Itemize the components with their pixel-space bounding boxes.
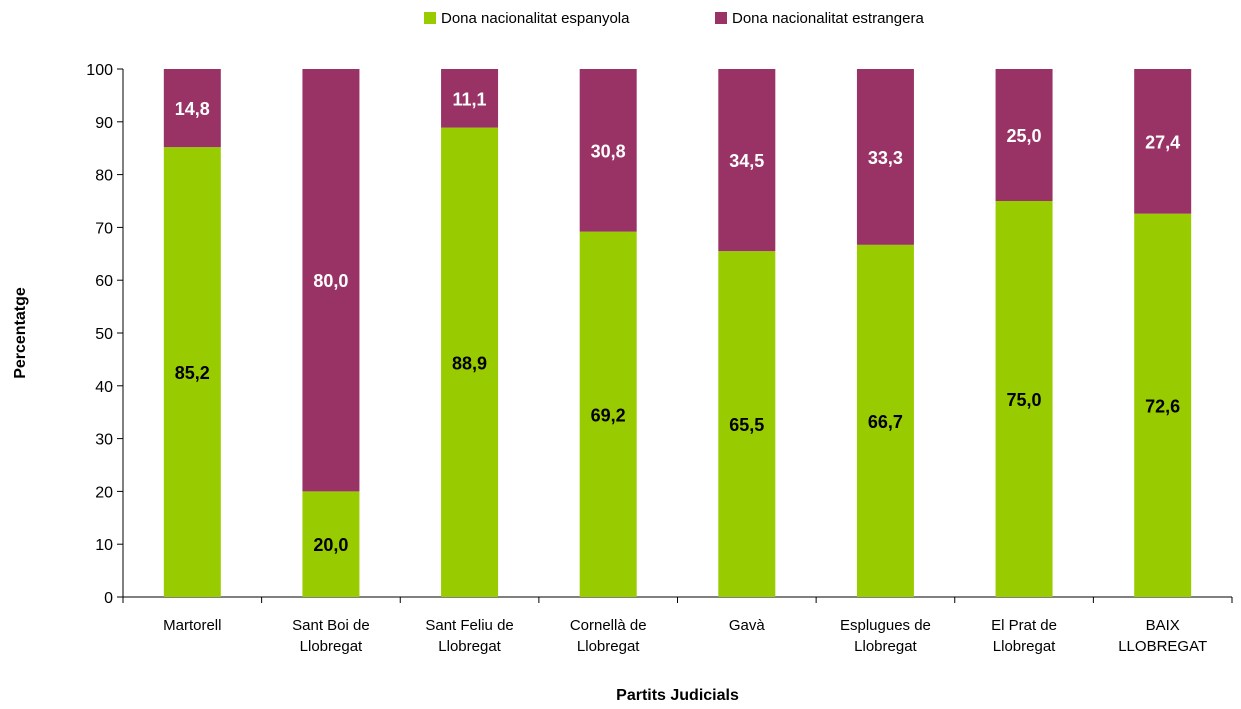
x-tick-label-line: Llobregat — [577, 638, 640, 655]
x-tick-label-line: Llobregat — [300, 638, 363, 655]
x-tick-label-line: Llobregat — [854, 638, 917, 655]
y-tick-label: 30 — [95, 432, 113, 449]
x-tick-label-line: Martorell — [163, 617, 221, 634]
legend-label: Dona nacionalitat estrangera — [732, 10, 924, 27]
x-tick-label: Sant Feliu de Llobregat — [425, 617, 513, 655]
x-tick-label-line: Llobregat — [438, 638, 501, 655]
bar-segment — [441, 127, 499, 597]
bar-segment — [1134, 213, 1192, 597]
bar-segment — [856, 69, 914, 245]
bar-segment — [718, 251, 776, 597]
data-label: 20,0 — [313, 535, 348, 555]
data-label: 72,6 — [1145, 396, 1180, 416]
y-axis-title: Percentatge — [12, 287, 29, 379]
x-tick-label: Sant Boi de Llobregat — [292, 617, 370, 655]
x-axis-title: Partits Judicials — [616, 687, 739, 704]
bar-segment — [718, 69, 776, 252]
bar-segment — [995, 69, 1053, 201]
x-tick-label: Esplugues de Llobregat — [840, 617, 931, 655]
bar-segment — [995, 201, 1053, 597]
bar-segment — [579, 69, 637, 232]
y-axis: 0 10 20 30 40 50 60 70 80 90 100 — [86, 62, 124, 607]
data-label: 30,8 — [591, 141, 626, 161]
data-label: 75,0 — [1007, 390, 1042, 410]
y-tick-label: 20 — [95, 484, 113, 501]
data-label: 14,8 — [175, 99, 210, 119]
y-tick-label: 100 — [86, 62, 113, 79]
data-label: 27,4 — [1145, 132, 1180, 152]
x-tick-label: Martorell — [163, 617, 221, 634]
data-label: 34,5 — [729, 151, 764, 171]
x-tick-label-line: Cornellà de — [570, 617, 647, 634]
x-tick-label-line: LLOBREGAT — [1118, 638, 1207, 655]
data-label: 69,2 — [591, 405, 626, 425]
bar-segment — [163, 147, 221, 598]
y-tick-label: 90 — [95, 115, 113, 132]
data-label: 66,7 — [868, 412, 903, 432]
bar-segment — [302, 491, 360, 597]
bar-segment — [302, 69, 360, 492]
x-tick-label: BAIX LLOBREGAT — [1118, 617, 1207, 655]
x-tick-label-line: Llobregat — [993, 638, 1056, 655]
bar-segment — [163, 69, 221, 148]
legend-swatch — [424, 12, 436, 24]
bar-segment — [579, 231, 637, 597]
y-tick-label: 70 — [95, 220, 113, 237]
x-tick-label-line: BAIX — [1146, 617, 1180, 634]
y-tick-label: 0 — [104, 590, 113, 607]
x-tick-label: Gavà — [729, 617, 766, 634]
bar-segment — [856, 244, 914, 597]
data-label: 80,0 — [313, 271, 348, 291]
y-tick-label: 40 — [95, 379, 113, 396]
legend-label: Dona nacionalitat espanyola — [441, 10, 630, 27]
bar-segment — [441, 69, 499, 128]
y-tick-label: 10 — [95, 537, 113, 554]
data-label: 85,2 — [175, 363, 210, 383]
y-tick-label: 80 — [95, 168, 113, 185]
bars: 85,2 14,8 20,0 80,0 88,9 11,1 69,2 30,8 65,5 34,5… — [163, 69, 1192, 598]
x-tick-label: El Prat de Llobregat — [991, 617, 1057, 655]
y-tick-label: 60 — [95, 273, 113, 290]
x-tick-label-line: Sant Boi de — [292, 617, 370, 634]
x-tick-label-line: Esplugues de — [840, 617, 931, 634]
data-label: 33,3 — [868, 148, 903, 168]
x-tick-label: Cornellà de Llobregat — [570, 617, 647, 655]
data-label: 25,0 — [1007, 126, 1042, 146]
y-tick-label: 50 — [95, 326, 113, 343]
data-label: 65,5 — [729, 415, 764, 435]
data-label: 88,9 — [452, 353, 487, 373]
x-tick-label-line: El Prat de — [991, 617, 1057, 634]
legend: Dona nacionalitat espanyola Dona nacional… — [424, 10, 924, 27]
bar-segment — [1134, 69, 1192, 214]
x-tick-label-line: Sant Feliu de — [425, 617, 513, 634]
x-tick-label-line: Gavà — [729, 617, 766, 634]
legend-swatch — [715, 12, 727, 24]
data-label: 11,1 — [453, 89, 487, 109]
